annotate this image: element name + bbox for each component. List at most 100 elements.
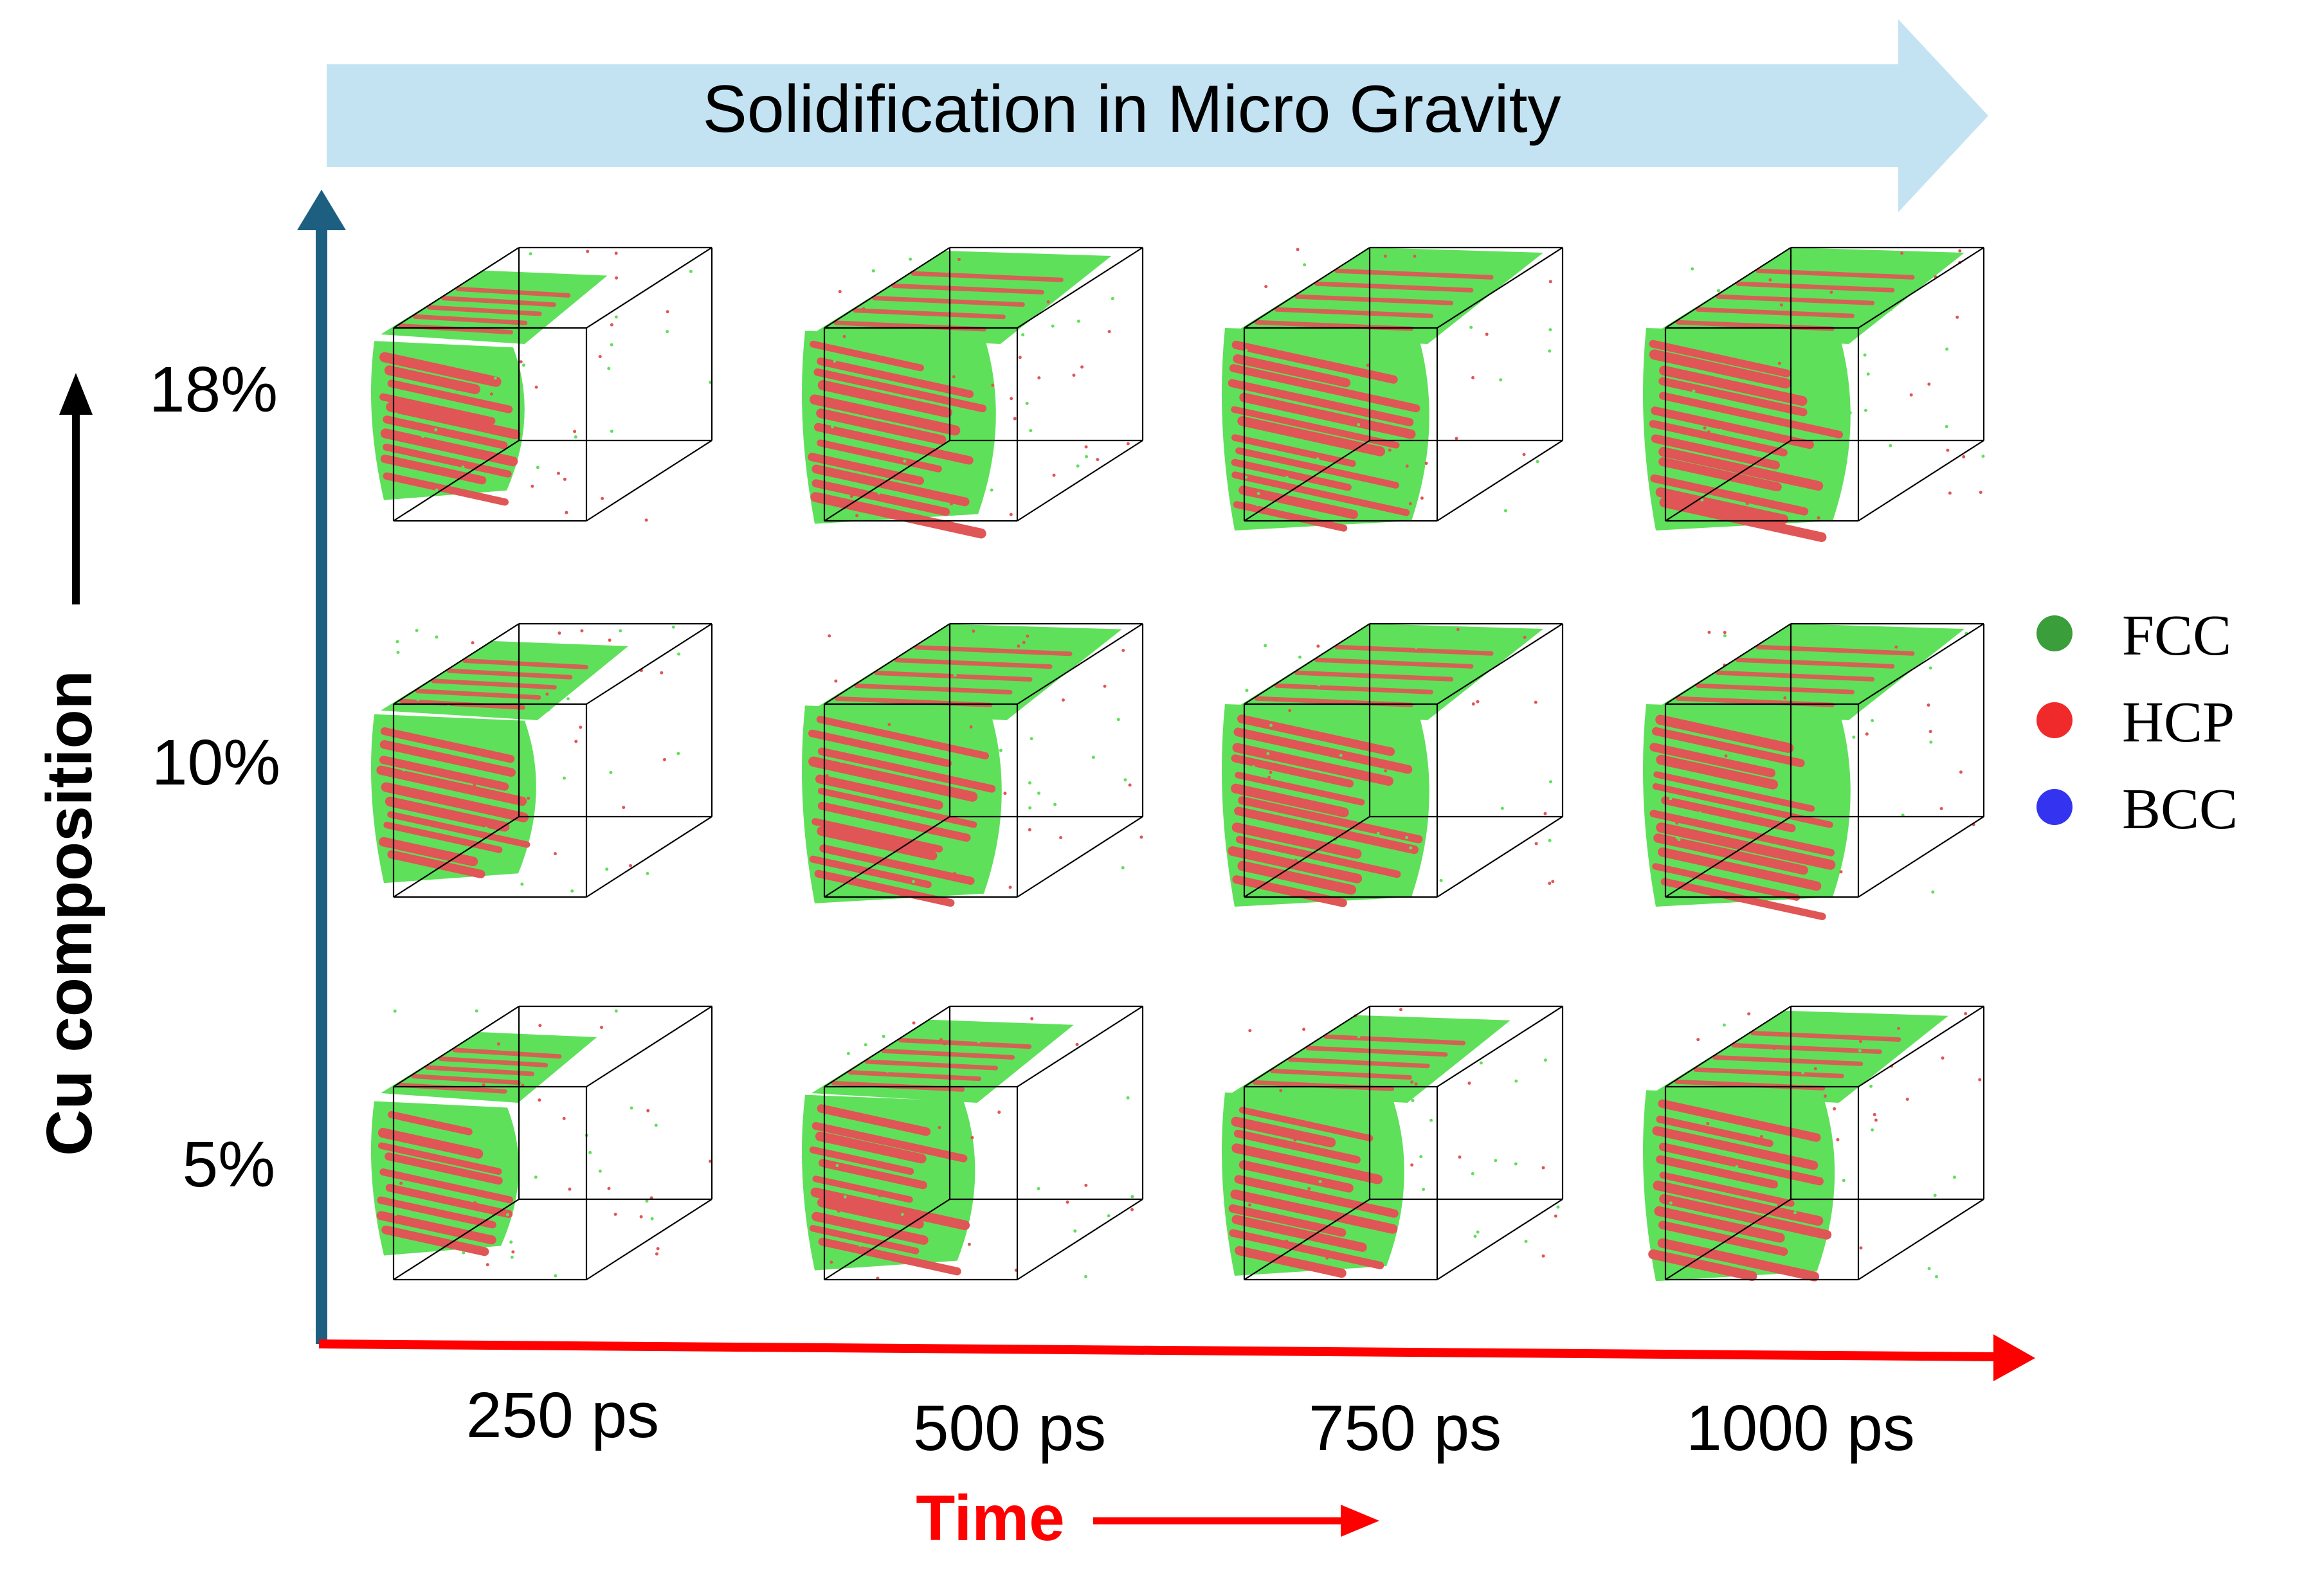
stray-atom	[1116, 718, 1120, 721]
stray-atom	[1979, 491, 1982, 494]
stray-atom	[1458, 1155, 1462, 1159]
stray-atom	[520, 882, 524, 886]
hcp-band	[1237, 860, 1357, 895]
stray-atom	[1929, 740, 1933, 744]
stray-atom	[1336, 1134, 1339, 1138]
stray-atom	[1139, 835, 1143, 839]
hcp-band	[1653, 771, 1815, 812]
cube-wireframe	[823, 1005, 1144, 1281]
hcp-band	[1653, 1181, 1824, 1226]
stray-atom	[1429, 1118, 1433, 1122]
hcp-top-band	[439, 1056, 549, 1067]
stray-atom	[1476, 1230, 1480, 1234]
simulation-cube-r2-c1	[802, 1005, 1144, 1281]
stray-atom	[615, 276, 619, 280]
stray-atom	[912, 1021, 916, 1025]
stray-atom	[573, 430, 577, 433]
stray-atom	[1871, 1128, 1874, 1132]
hcp-top-band	[874, 671, 1033, 682]
stray-atom	[938, 1125, 941, 1129]
simulation-cube-r1-c3	[1643, 622, 1985, 920]
stray-atom	[482, 1083, 485, 1087]
stray-atom	[394, 412, 398, 416]
stray-atom	[570, 889, 574, 893]
hcp-top-band	[854, 683, 1013, 694]
stray-atom	[1010, 397, 1013, 401]
stray-atom	[605, 867, 609, 871]
stray-atom	[1328, 331, 1332, 335]
stray-atom	[1813, 1067, 1817, 1071]
stray-atom	[1467, 1081, 1471, 1085]
stray-atom	[1541, 1166, 1545, 1170]
stray-atom	[909, 257, 912, 261]
stray-atom	[1833, 1107, 1837, 1111]
stray-atom	[1383, 254, 1387, 258]
stray-atom	[613, 1212, 617, 1216]
hcp-top-band	[1693, 1067, 1844, 1078]
hcp-band	[817, 1104, 931, 1136]
stray-atom	[1703, 426, 1707, 430]
hcp-top-band	[452, 1047, 562, 1059]
stray-atom	[566, 697, 570, 701]
hcp-band	[816, 408, 947, 445]
hcp-band	[383, 472, 509, 506]
stray-atom	[1410, 1163, 1414, 1167]
hcp-band	[1234, 1175, 1399, 1218]
banner-arrow: Solidification in Micro Gravity	[327, 19, 1988, 212]
fcc-top-region	[812, 251, 1112, 344]
stray-atom	[1053, 803, 1057, 806]
simulation-cube-r1-c1	[802, 622, 1144, 907]
stray-atom	[1836, 1138, 1840, 1141]
stray-atom	[509, 1240, 513, 1244]
x-axis-title: Time	[916, 1482, 1065, 1554]
stray-atom	[1852, 735, 1856, 739]
stray-atom	[862, 307, 866, 311]
hcp-band	[1654, 1206, 1785, 1243]
stray-atom	[1455, 437, 1458, 440]
hcp-top-band	[427, 305, 542, 316]
stray-atom	[1302, 1028, 1306, 1031]
stray-atom	[1845, 626, 1849, 630]
hcp-band	[1238, 1160, 1354, 1193]
stray-atom	[1419, 1155, 1423, 1159]
hcp-band	[1231, 1116, 1336, 1148]
hcp-band	[817, 1197, 924, 1229]
stray-atom	[1411, 1098, 1415, 1102]
stray-atom	[1946, 448, 1950, 452]
hcp-band	[1658, 447, 1824, 491]
stray-atom	[666, 330, 669, 334]
stray-atom	[1941, 1056, 1945, 1060]
stray-atom	[1061, 698, 1065, 702]
stray-atom	[563, 477, 567, 481]
fcc-top-region	[812, 1019, 1074, 1103]
hcp-band	[810, 340, 925, 372]
stray-atom	[655, 1252, 658, 1256]
x-axis-title-group: Time	[916, 1482, 1379, 1554]
stray-atom	[997, 1111, 1001, 1114]
stray-atom	[1745, 502, 1749, 505]
hcp-band	[1233, 1129, 1361, 1164]
hcp-band	[1649, 340, 1791, 377]
simulation-cube-r0-c2	[1222, 246, 1564, 532]
stray-atom	[1376, 831, 1380, 835]
hcp-band	[1235, 1246, 1347, 1278]
stray-atom	[1091, 756, 1095, 759]
hcp-band	[1659, 497, 1827, 542]
stray-atom	[912, 880, 916, 884]
stray-atom	[903, 459, 907, 463]
simulation-cube-r0-c0	[371, 246, 713, 522]
stray-atom	[610, 430, 613, 433]
stray-atom	[878, 1194, 882, 1198]
hcp-band	[1231, 783, 1349, 817]
stray-atom	[1424, 461, 1428, 465]
cube-wireframe	[1243, 246, 1564, 522]
stray-atom	[1414, 646, 1418, 649]
stray-atom	[395, 640, 399, 644]
stray-atom	[433, 401, 437, 405]
stray-atom	[1962, 455, 1966, 458]
legend-marker-bcc	[2036, 789, 2073, 825]
fcc-top-region	[812, 624, 1122, 720]
stray-atom	[1456, 628, 1460, 631]
stray-atom	[1551, 880, 1555, 884]
fcc-top-region	[381, 270, 608, 344]
